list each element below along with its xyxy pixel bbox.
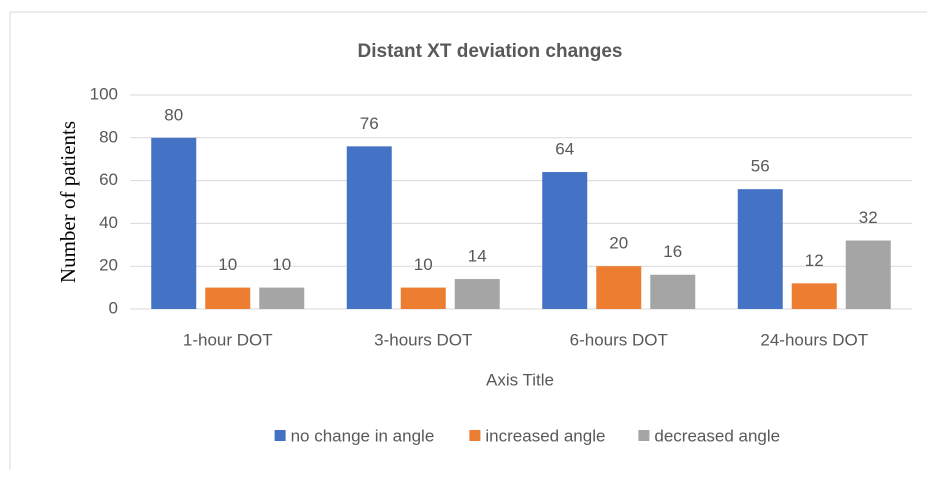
data-label: 12 <box>805 251 824 270</box>
y-tick-label: 80 <box>99 127 118 146</box>
legend-label: decreased angle <box>654 426 780 445</box>
bar <box>650 274 696 309</box>
y-tick-label: 0 <box>109 298 118 317</box>
legend-label: increased angle <box>485 426 605 445</box>
y-tick-label: 100 <box>90 84 118 103</box>
data-label: 32 <box>859 208 878 227</box>
x-tick-label: 1-hour DOT <box>183 330 273 349</box>
y-tick-label: 40 <box>99 213 118 232</box>
data-label: 76 <box>360 114 379 133</box>
y-axis-title: Number of patients <box>56 121 80 283</box>
legend-swatch <box>638 430 650 441</box>
x-axis-title: Axis Title <box>486 370 554 389</box>
bar <box>845 240 891 309</box>
bar <box>454 279 500 309</box>
data-label: 80 <box>164 105 183 124</box>
chart-title: Distant XT deviation changes <box>358 41 623 62</box>
y-tick-label: 60 <box>99 170 118 189</box>
bar <box>151 137 197 309</box>
data-label: 10 <box>218 255 237 274</box>
y-tick-label: 20 <box>99 256 118 275</box>
x-tick-label: 3-hours DOT <box>374 330 472 349</box>
data-label: 20 <box>609 234 628 253</box>
data-label: 14 <box>468 247 487 266</box>
bar <box>542 172 588 309</box>
bar <box>259 287 305 309</box>
data-label: 64 <box>555 140 574 159</box>
bar <box>346 146 392 309</box>
legend-swatch <box>469 430 481 441</box>
bar <box>205 287 251 309</box>
chart-border <box>9 11 927 470</box>
data-label: 56 <box>751 157 770 176</box>
x-tick-label: 24-hours DOT <box>760 330 868 349</box>
legend: no change in angle increased angle decreas… <box>274 426 780 445</box>
data-label: 10 <box>272 255 291 274</box>
bar <box>791 283 837 309</box>
bar <box>737 189 783 309</box>
x-tick-label: 6-hours DOT <box>570 330 668 349</box>
legend-label: no change in angle <box>291 426 435 445</box>
data-label: 10 <box>414 255 433 274</box>
bar <box>400 287 446 309</box>
bar <box>596 266 642 309</box>
legend-swatch <box>274 430 286 441</box>
data-label: 16 <box>663 242 682 261</box>
